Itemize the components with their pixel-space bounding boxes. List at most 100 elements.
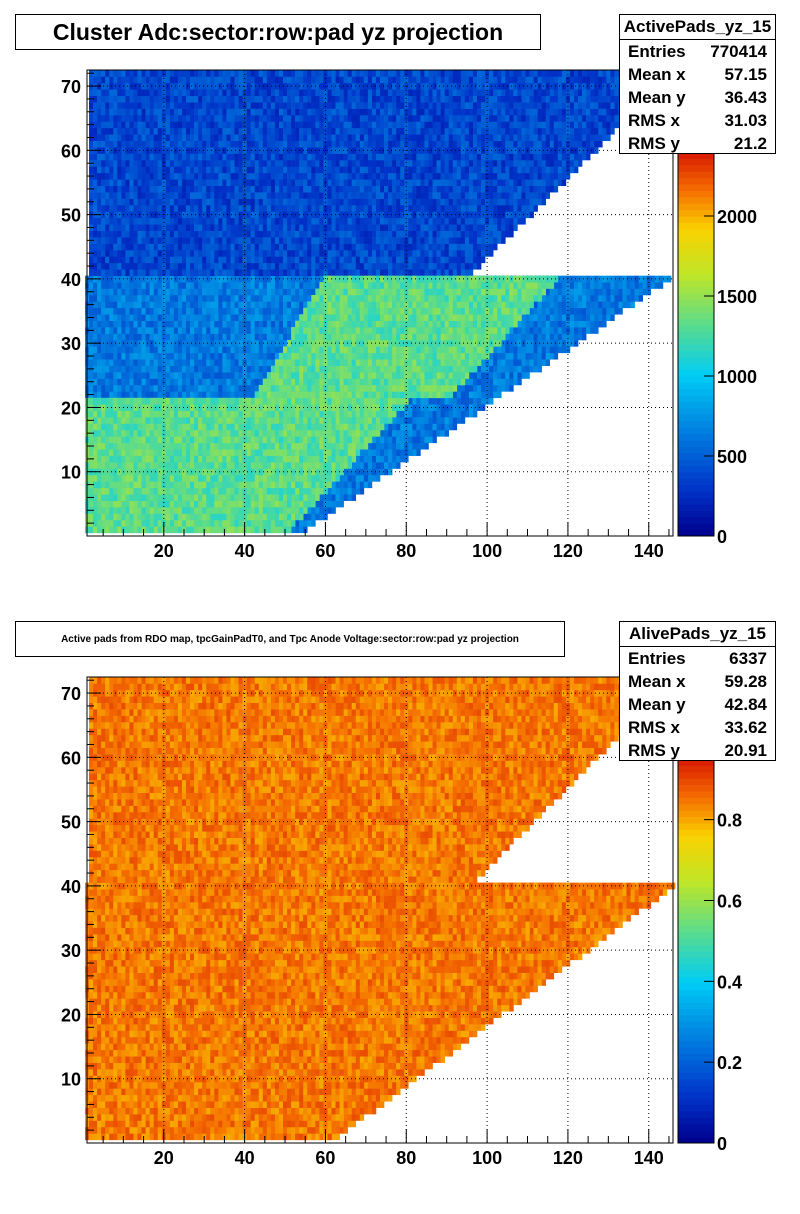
heatmap-cell [509,359,514,366]
heatmap-cell [274,256,280,264]
heatmap-cell [117,294,122,302]
heatmap-cell [274,269,280,276]
heatmap-cell [472,237,478,244]
heatmap-cell [214,275,219,283]
heatmap-cell [371,249,377,257]
heatmap-cell [400,249,405,257]
heatmap-cell [598,307,603,315]
heatmap-cell [590,314,595,321]
heatmap-cell [117,359,122,366]
heatmap-cell [121,230,126,238]
heatmap-cell [177,243,183,251]
heatmap-cell [569,333,575,341]
heatmap-cell [125,365,130,373]
heatmap-cell [440,224,445,231]
heatmap-cell [186,378,191,386]
heatmap-cell [646,288,652,296]
heatmap-cell [149,320,154,328]
heatmap-cell [315,249,320,257]
heatmap-cell [202,359,207,366]
heatmap-cell [206,314,211,321]
heatmap-cell [472,243,478,251]
heatmap-cell [194,372,199,379]
heatmap-cell [242,339,247,347]
heatmap-cell [194,384,199,392]
heatmap-cell [113,269,118,276]
heatmap-cell [173,217,179,225]
heatmap-cell [258,237,264,244]
heatmap-cell [582,320,587,328]
heatmap-cell [444,429,450,437]
heatmap-cell [250,256,256,264]
heatmap-cell [266,282,272,289]
heatmap-cell [105,391,110,399]
heatmap-cell [149,333,154,341]
heatmap-cell [468,249,474,257]
heatmap-cell [161,217,167,225]
heatmap-cell [105,301,110,309]
heatmap-cell [501,352,506,360]
heatmap-cell [117,262,122,270]
heatmap-cell [250,339,256,347]
heatmap-cell [270,256,276,264]
heatmap-cell [428,429,433,437]
heatmap-cell [561,301,567,309]
heatmap-cell [380,230,385,238]
heatmap-cell [181,372,187,379]
heatmap-cell [149,243,154,251]
heatmap-cell [198,301,203,309]
heatmap-cell [658,282,664,289]
heatmap-cell [303,282,308,289]
heatmap-cell [113,262,118,270]
heatmap-cell [335,481,340,489]
heatmap-cell [218,359,223,366]
heatmap-cell [93,320,98,328]
heatmap-cell [105,262,110,270]
heatmap-cell [226,327,231,334]
heatmap-cell [335,211,340,219]
heatmap-cell [173,301,179,309]
heatmap-cell [194,217,199,225]
heatmap-cell [452,397,458,405]
heatmap-cell [101,237,106,244]
heatmap-cell [246,301,251,309]
heatmap-cell [299,294,304,302]
heatmap-cell [161,365,167,373]
heatmap-cell [359,449,365,456]
heatmap-cell [367,211,373,219]
heatmap-cell [545,320,551,328]
heatmap-cell [173,327,179,334]
heatmap-cell [109,288,114,296]
heatmap-cell [266,249,272,257]
heatmap-cell [436,249,441,257]
heatmap-cell [258,333,264,341]
heatmap-cell [614,301,619,309]
heatmap-cell [303,217,308,225]
heatmap-cell [347,481,353,489]
heatmap-cell [380,462,385,469]
heatmap-cell [460,391,466,399]
heatmap-cell [408,429,413,437]
heatmap-cell [246,384,251,392]
heatmap-cell [246,314,251,321]
heatmap-cell [169,288,175,296]
heatmap-cell [214,333,219,341]
heatmap-cell [489,352,494,360]
heatmap-cell [311,262,316,270]
heatmap-cell [521,359,526,366]
heatmap-cell [97,249,102,257]
heatmap-cell [242,288,247,296]
heatmap-cell [412,397,417,405]
heatmap-cell [602,314,607,321]
heatmap-cell [529,359,534,366]
heatmap-cell [327,243,332,251]
heatmap-cell [436,256,441,264]
heatmap-cell [173,352,179,360]
heatmap-cell [97,384,102,392]
heatmap-cell [464,410,470,418]
heatmap-cell [295,262,300,270]
heatmap-cell [359,455,365,463]
heatmap-cell [384,436,389,444]
heatmap-cell [424,429,429,437]
heatmap-cell [541,301,546,309]
